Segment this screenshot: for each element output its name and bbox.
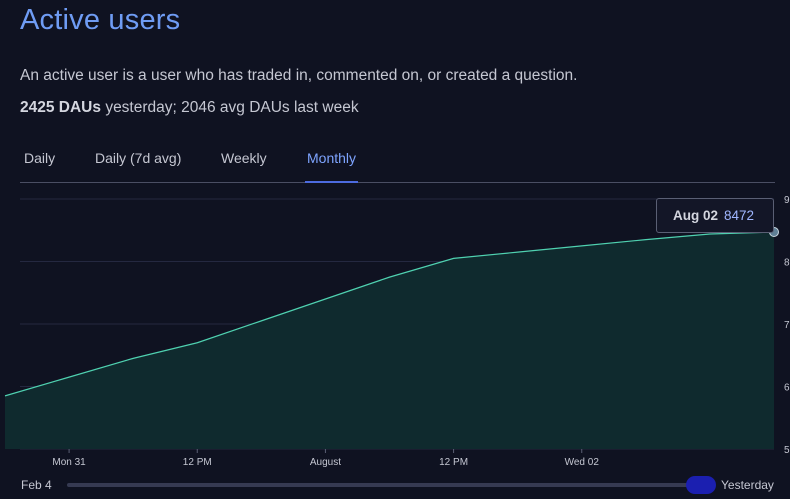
y-tick-label: 5 [784,445,790,456]
range-start-label: Feb 4 [21,478,52,492]
series-line [4,231,775,397]
x-tick-label: Wed 02 [565,457,600,468]
description-text: An active user is a user who has traded … [20,67,578,84]
y-tick-label: 7 [784,320,790,331]
period-tabs: Daily Daily (7d avg) Weekly Monthly [20,146,775,183]
range-end-label: Yesterday [721,478,774,492]
range-slider-track[interactable] [67,483,712,487]
tooltip-date: Aug 02 [673,208,719,223]
y-tick-label: 8 [784,258,790,269]
tab-daily[interactable]: Daily [24,150,56,166]
active-users-chart[interactable]: 5 6 7 8 9 Mon 31 12 PM August 12 PM Wed 02 [0,190,790,474]
dau-stat-rest: yesterday; 2046 avg DAUs last week [105,99,359,116]
tab-daily-7d-avg[interactable]: Daily (7d avg) [95,150,182,166]
y-tick-label: 9 [784,195,790,206]
x-tick-label: August [310,457,341,468]
x-tick-label: 12 PM [439,457,468,468]
chart-tooltip: Aug 02 8472 [656,198,774,233]
x-tick-label: 12 PM [183,457,212,468]
x-tick-label: Mon 31 [52,457,86,468]
tab-monthly[interactable]: Monthly [304,150,359,183]
range-slider-handle[interactable] [686,476,716,494]
dau-stat-value: 2425 DAUs [20,99,101,116]
series-area [5,232,774,449]
y-tick-label: 6 [784,383,790,394]
dau-stats: 2425 DAUs yesterday; 2046 avg DAUs last … [20,99,359,117]
tab-weekly[interactable]: Weekly [221,150,267,166]
tooltip-value: 8472 [724,208,755,223]
page-title: Active users [20,4,181,36]
